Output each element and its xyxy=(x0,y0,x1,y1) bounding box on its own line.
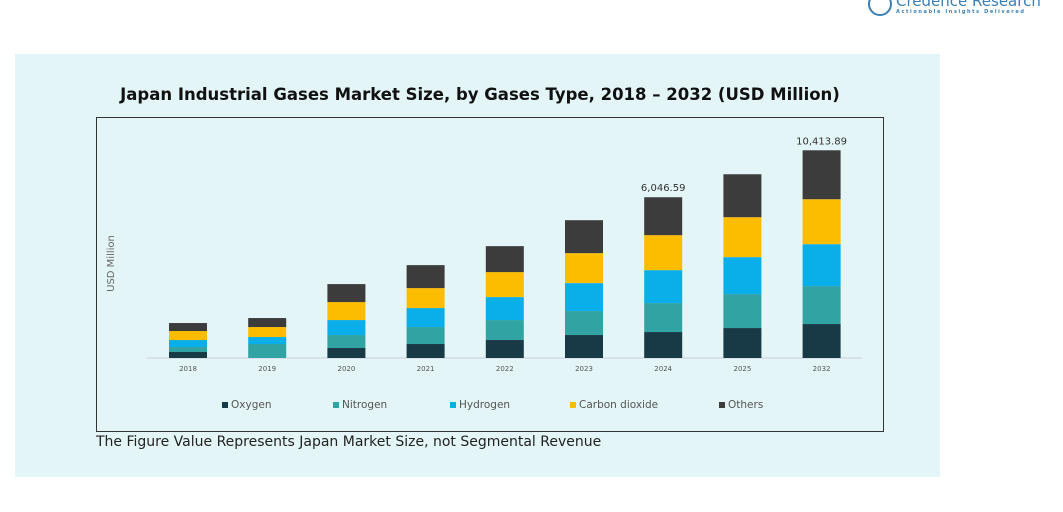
bar-segment-hydrogen xyxy=(169,340,207,348)
legend-label: Others xyxy=(728,399,764,411)
legend-swatch xyxy=(222,402,228,408)
bar-segment-nitrogen xyxy=(644,303,683,333)
bar-segment-carbon-dioxide xyxy=(485,272,524,298)
x-tick-label: 2032 xyxy=(813,365,831,373)
bar-segment-others xyxy=(723,174,762,218)
bar-segment-oxygen xyxy=(565,335,603,358)
legend-item: Hydrogen xyxy=(450,399,510,411)
x-tick-label: 2019 xyxy=(258,365,276,373)
bar-segment-oxygen xyxy=(723,328,762,358)
x-tick-label: 2022 xyxy=(496,365,514,373)
y-axis-label: USD Million xyxy=(105,235,117,292)
bar-segment-carbon-dioxide xyxy=(723,217,762,258)
bar-segment-hydrogen xyxy=(723,257,762,295)
bar-segment-hydrogen xyxy=(248,337,287,345)
bar-segment-nitrogen xyxy=(406,327,445,345)
bar-segment-hydrogen xyxy=(485,297,524,321)
bar-segment-oxygen xyxy=(644,332,683,358)
bar-segment-others xyxy=(485,246,524,273)
bar-segment-carbon-dioxide xyxy=(406,288,445,309)
bar-segment-oxygen xyxy=(485,340,524,358)
bar-segment-hydrogen xyxy=(406,308,445,328)
bar-segment-others xyxy=(802,150,841,200)
bar-segment-carbon-dioxide xyxy=(169,331,207,341)
bar-segment-hydrogen xyxy=(644,270,683,304)
bar-chart: 2018 2019 2020 2021 2022 2023 2024 6,046.59 2025… xyxy=(147,136,862,373)
bar-segment-carbon-dioxide xyxy=(327,302,366,321)
legend-swatch xyxy=(570,402,576,408)
bar-segment-carbon-dioxide xyxy=(802,199,841,245)
legend-item: Others xyxy=(719,399,763,411)
x-tick-label: 2023 xyxy=(575,365,593,373)
data-label: 6,046.59 xyxy=(641,183,686,194)
x-tick-label: 2018 xyxy=(179,365,197,373)
bar-segment-nitrogen xyxy=(802,286,841,325)
brand-logo: Credence Research Actionable Insights De… xyxy=(868,0,1041,16)
bar-segment-nitrogen xyxy=(169,347,207,353)
bar-segment-nitrogen xyxy=(248,344,287,358)
bar-segment-others xyxy=(565,220,603,254)
bar-segment-oxygen xyxy=(169,352,207,358)
legend-label: Carbon dioxide xyxy=(579,399,659,411)
legend-item: Carbon dioxide xyxy=(570,399,658,411)
brand-tagline: Actionable Insights Delivered xyxy=(896,9,1026,15)
bar-segment-others xyxy=(169,323,207,332)
bar-segment-others xyxy=(248,318,287,328)
data-label: 10,413.89 xyxy=(796,136,847,147)
chart-title: Japan Industrial Gases Market Size, by G… xyxy=(120,85,840,104)
legend-swatch xyxy=(450,402,456,408)
x-tick-label: 2020 xyxy=(337,365,355,373)
bar-segment-oxygen xyxy=(802,324,841,358)
bar-segment-hydrogen xyxy=(802,244,841,287)
chart-area: 2018 2019 2020 2021 2022 2023 2024 6,046.59 2025… xyxy=(96,117,884,432)
bar-segment-nitrogen xyxy=(485,320,524,341)
bar-segment-carbon-dioxide xyxy=(248,327,287,338)
bar-segment-carbon-dioxide xyxy=(644,235,683,271)
legend-item: Oxygen xyxy=(222,399,271,411)
x-tick-label: 2024 xyxy=(654,365,672,373)
legend-swatch xyxy=(719,402,725,408)
bar-segment-oxygen xyxy=(327,348,366,358)
footnote: The Figure Value Represents Japan Market… xyxy=(96,434,602,450)
x-tick-label: 2021 xyxy=(417,365,435,373)
bar-segment-hydrogen xyxy=(565,283,603,312)
bar-segment-hydrogen xyxy=(327,320,366,336)
legend-label: Nitrogen xyxy=(342,399,388,411)
legend-swatch xyxy=(333,402,339,408)
bar-segment-nitrogen xyxy=(565,311,603,336)
x-tick-label: 2025 xyxy=(733,365,751,373)
logo-icon xyxy=(868,0,892,16)
bar-segment-others xyxy=(327,284,366,303)
bar-segment-others xyxy=(406,265,445,289)
bar-segment-nitrogen xyxy=(723,294,762,329)
bar-segment-oxygen xyxy=(406,344,445,358)
bar-segment-carbon-dioxide xyxy=(565,253,603,284)
legend-label: Hydrogen xyxy=(459,399,511,411)
bar-segment-others xyxy=(644,197,683,236)
legend-label: Oxygen xyxy=(231,399,272,411)
bar-segment-nitrogen xyxy=(327,335,366,349)
legend-item: Nitrogen xyxy=(333,399,387,411)
brand-name: Credence Research xyxy=(896,0,1041,10)
chart-panel xyxy=(15,54,940,477)
